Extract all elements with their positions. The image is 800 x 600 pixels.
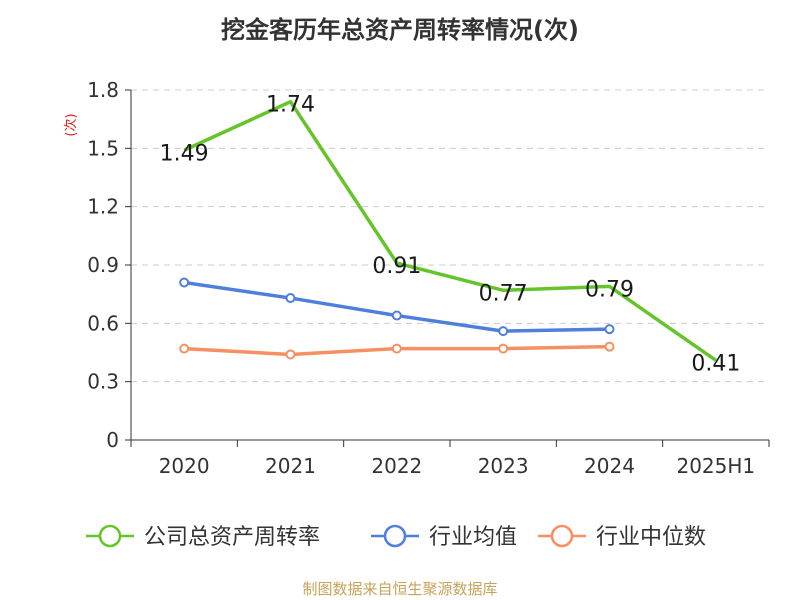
legend-marker (98, 524, 122, 548)
y-tick-label: 1.8 (87, 78, 119, 102)
data-point (285, 349, 296, 360)
data-point (285, 293, 296, 304)
data-label: 0.77 (479, 281, 528, 306)
data-point (391, 343, 402, 354)
series-line-1 (183, 99, 717, 362)
y-axis-label: (次) (63, 113, 79, 136)
data-label: 0.79 (585, 277, 634, 302)
y-tick-label: 1.2 (87, 195, 119, 219)
x-tick-label: 2024 (584, 454, 635, 478)
x-tick-label: 2022 (371, 454, 422, 478)
x-tick-label: 2020 (159, 454, 210, 478)
legend-label: 行业均值 (429, 525, 517, 550)
legend-label: 行业中位数 (596, 525, 706, 550)
data-point (179, 343, 190, 354)
legend-marker (383, 524, 407, 548)
data-point (498, 326, 509, 337)
data-point (391, 310, 402, 321)
data-point (498, 343, 509, 354)
data-label: 1.74 (266, 93, 315, 118)
source-note: 制图数据来自恒生聚源数据库 (302, 580, 498, 598)
x-tick-label: 2021 (265, 454, 316, 478)
y-tick-label: 0.6 (87, 311, 119, 335)
data-point (604, 324, 615, 335)
data-label: 0.91 (372, 254, 421, 279)
y-tick-label: 0.3 (87, 370, 119, 394)
data-point (604, 341, 615, 352)
x-tick-label: 2025H1 (676, 454, 755, 478)
legend-marker (550, 524, 574, 548)
data-label: 0.41 (691, 351, 740, 376)
y-tick-label: 1.5 (87, 136, 119, 160)
data-point (179, 277, 190, 288)
y-tick-label: 0.9 (87, 253, 119, 277)
x-tick-label: 2023 (478, 454, 529, 478)
data-label: 1.49 (160, 141, 209, 166)
chart-title: 挖金客历年总资产周转率情况(次) (221, 16, 579, 44)
y-tick-label: 0 (106, 428, 119, 452)
legend-label: 公司总资产周转率 (144, 525, 320, 550)
